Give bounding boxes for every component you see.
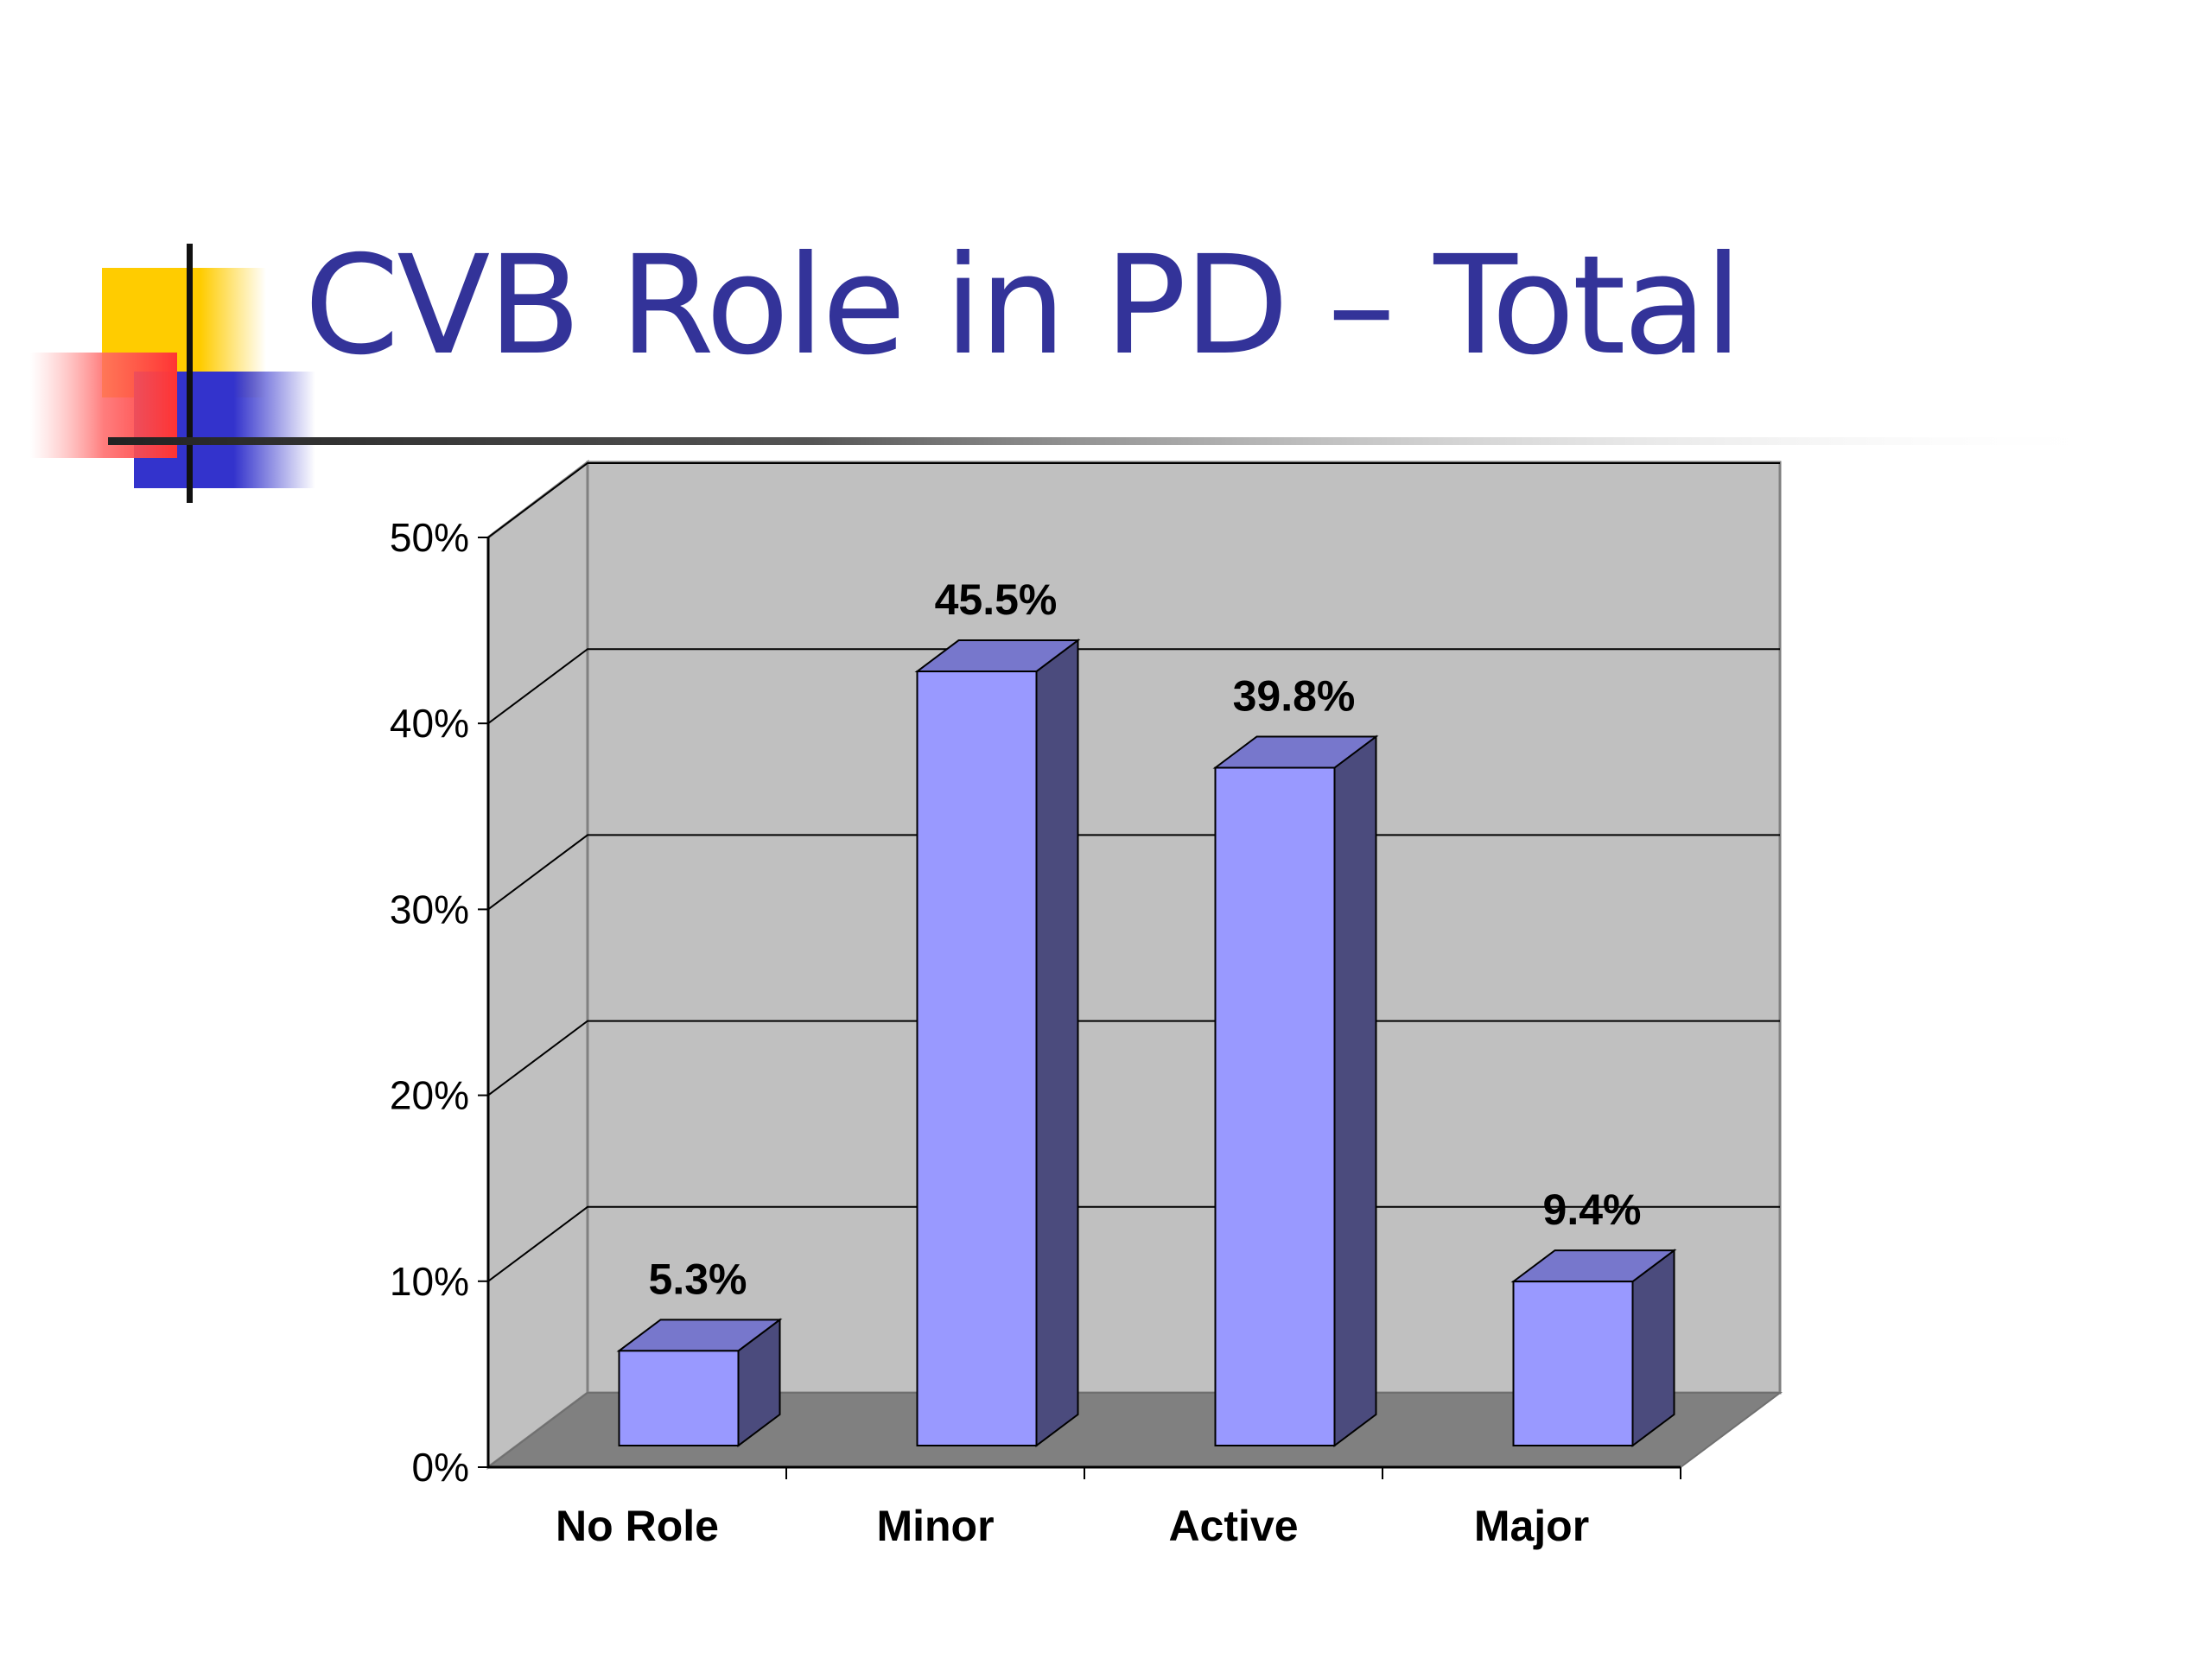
- gridline: [487, 462, 1780, 538]
- data-label: 5.3%: [649, 1255, 747, 1303]
- y-tick-label: 20%: [390, 1073, 469, 1118]
- bar-side-face: [1333, 734, 1377, 1447]
- y-tick-label: 0%: [412, 1445, 469, 1490]
- chart-axes: 0% 10% 20% 30% 40% 50% No Role Minor Active Major: [390, 515, 1681, 1550]
- bar-side-face: [1631, 1249, 1675, 1447]
- chart-side-wall: [486, 459, 589, 1470]
- chart-bars: 5.3% 45.5% 39.8% 9.4%: [616, 575, 1677, 1447]
- title-underline-rule: [108, 437, 2121, 445]
- gridline: [487, 1020, 1780, 1096]
- bar: [916, 671, 1038, 1446]
- x-tick-label: No Role: [556, 1502, 719, 1550]
- bar: [618, 1350, 740, 1447]
- chart-gridlines: [487, 462, 1780, 1282]
- y-tick-label: 10%: [390, 1259, 469, 1304]
- chart-walls: [485, 459, 1783, 1470]
- data-label: 45.5%: [935, 575, 1058, 624]
- page-title: CVB Role in PD – Total: [304, 226, 1742, 385]
- data-label: 39.8%: [1233, 672, 1356, 721]
- bar: [1214, 766, 1336, 1446]
- x-tick-label: Major: [1474, 1502, 1589, 1550]
- data-label: 9.4%: [1543, 1185, 1642, 1234]
- bar-side-face: [1035, 639, 1079, 1447]
- deco-vertical-line: [187, 244, 193, 503]
- y-tick-label: 30%: [390, 887, 469, 931]
- gridline: [487, 834, 1780, 911]
- bar: [1512, 1281, 1634, 1446]
- y-tick-label: 40%: [390, 701, 469, 746]
- gridline: [487, 1205, 1780, 1282]
- title-decoration: [30, 244, 2121, 503]
- x-tick-label: Active: [1168, 1502, 1298, 1550]
- x-tick-label: Minor: [876, 1502, 994, 1550]
- gridline: [487, 648, 1780, 725]
- y-tick-label: 50%: [390, 515, 469, 560]
